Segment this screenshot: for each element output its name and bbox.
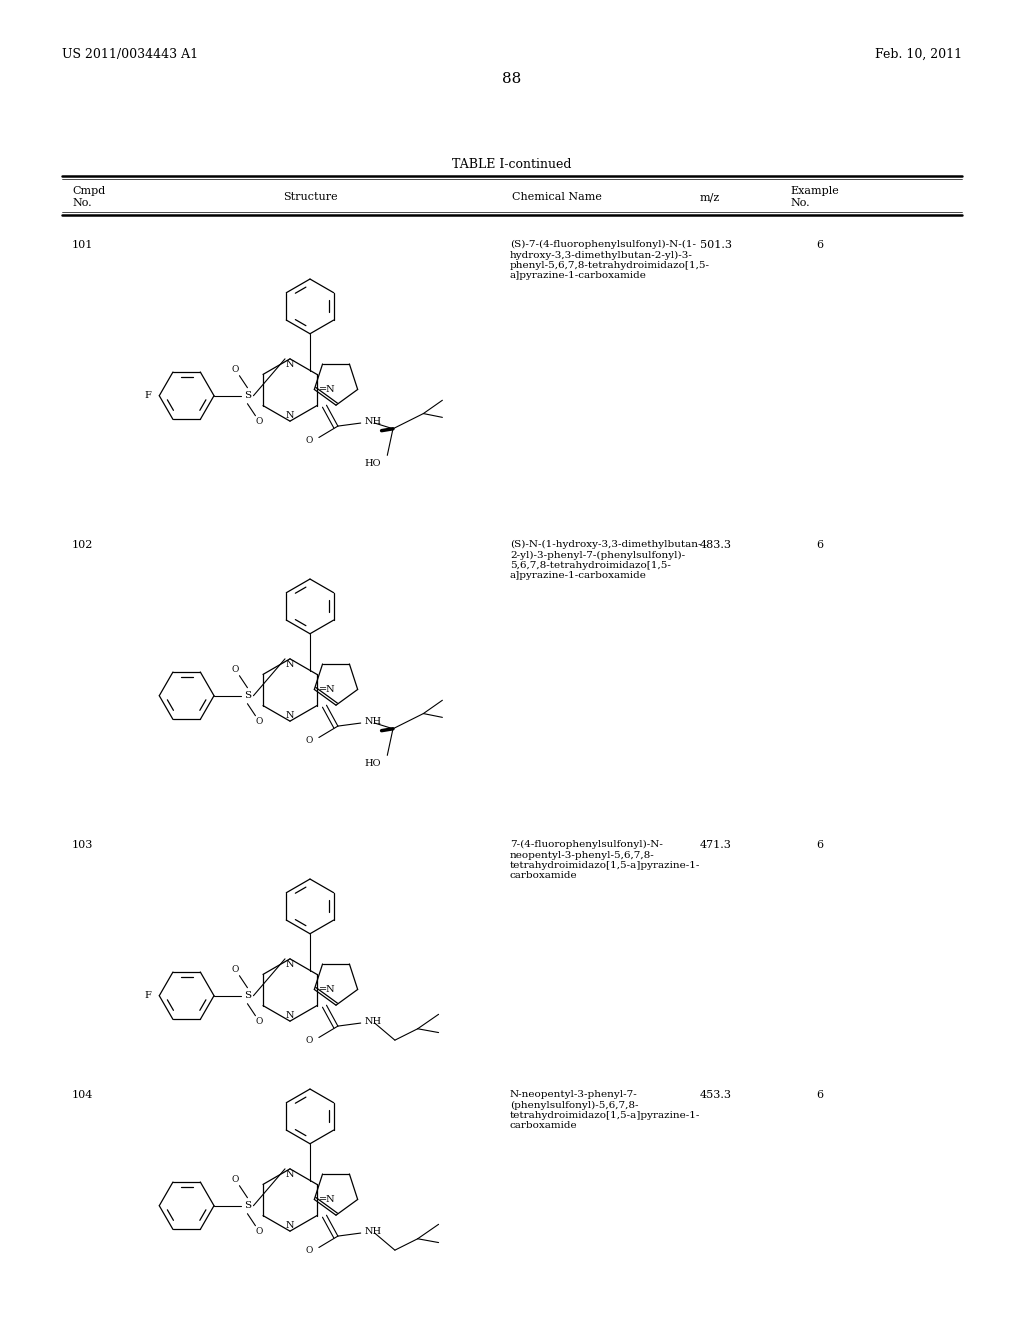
Text: Feb. 10, 2011: Feb. 10, 2011: [874, 48, 962, 61]
Text: O: O: [256, 1228, 263, 1237]
Text: N-neopentyl-3-phenyl-7-
(phenylsulfonyl)-5,6,7,8-
tetrahydroimidazo[1,5-a]pyrazi: N-neopentyl-3-phenyl-7- (phenylsulfonyl)…: [510, 1090, 700, 1130]
Text: 88: 88: [503, 73, 521, 86]
Text: Cmpd: Cmpd: [72, 186, 105, 195]
Text: O: O: [231, 965, 240, 974]
Text: 104: 104: [72, 1090, 93, 1100]
Text: Structure: Structure: [283, 191, 337, 202]
Text: S: S: [244, 692, 251, 700]
Text: 483.3: 483.3: [700, 540, 732, 550]
Text: O: O: [256, 1018, 263, 1026]
Text: =N: =N: [319, 1195, 336, 1204]
Text: 471.3: 471.3: [700, 840, 732, 850]
Text: O: O: [231, 665, 240, 675]
Text: Chemical Name: Chemical Name: [512, 191, 602, 202]
Text: N: N: [286, 1171, 294, 1179]
Text: 501.3: 501.3: [700, 240, 732, 249]
Text: N: N: [286, 961, 294, 969]
Text: 6: 6: [816, 540, 823, 550]
Text: N: N: [286, 660, 294, 669]
Text: O: O: [305, 1246, 313, 1255]
Text: 6: 6: [816, 240, 823, 249]
Text: F: F: [144, 991, 152, 1001]
Text: No.: No.: [72, 198, 91, 209]
Text: O: O: [305, 1036, 313, 1045]
Text: N: N: [286, 360, 294, 370]
Text: NH: NH: [365, 717, 382, 726]
Text: (S)-N-(1-hydroxy-3,3-dimethylbutan-
2-yl)-3-phenyl-7-(phenylsulfonyl)-
5,6,7,8-t: (S)-N-(1-hydroxy-3,3-dimethylbutan- 2-yl…: [510, 540, 701, 581]
Text: 101: 101: [72, 240, 93, 249]
Text: NH: NH: [365, 417, 382, 425]
Text: 6: 6: [816, 1090, 823, 1100]
Text: S: S: [244, 1201, 251, 1210]
Text: 102: 102: [72, 540, 93, 550]
Text: 7-(4-fluorophenylsulfonyl)-N-
neopentyl-3-phenyl-5,6,7,8-
tetrahydroimidazo[1,5-: 7-(4-fluorophenylsulfonyl)-N- neopentyl-…: [510, 840, 700, 880]
Text: O: O: [231, 1175, 240, 1184]
Text: O: O: [256, 417, 263, 426]
Text: O: O: [305, 737, 313, 744]
Text: N: N: [286, 1011, 294, 1019]
Text: =N: =N: [319, 985, 336, 994]
Text: O: O: [231, 366, 240, 374]
Text: Example: Example: [790, 186, 839, 195]
Text: S: S: [244, 391, 251, 400]
Text: 103: 103: [72, 840, 93, 850]
Text: HO: HO: [365, 459, 381, 467]
Text: =N: =N: [319, 385, 336, 393]
Text: N: N: [286, 710, 294, 719]
Text: No.: No.: [790, 198, 810, 209]
Text: m/z: m/z: [700, 191, 720, 202]
Text: NH: NH: [365, 1016, 382, 1026]
Text: HO: HO: [365, 759, 381, 768]
Text: (S)-7-(4-fluorophenylsulfonyl)-N-(1-
hydroxy-3,3-dimethylbutan-2-yl)-3-
phenyl-5: (S)-7-(4-fluorophenylsulfonyl)-N-(1- hyd…: [510, 240, 710, 280]
Text: N: N: [286, 411, 294, 420]
Text: N: N: [286, 1221, 294, 1230]
Text: F: F: [144, 391, 152, 400]
Text: 453.3: 453.3: [700, 1090, 732, 1100]
Text: O: O: [256, 717, 263, 726]
Text: US 2011/0034443 A1: US 2011/0034443 A1: [62, 48, 198, 61]
Text: =N: =N: [319, 685, 336, 694]
Text: TABLE I-continued: TABLE I-continued: [453, 158, 571, 172]
Text: S: S: [244, 991, 251, 1001]
Text: NH: NH: [365, 1226, 382, 1236]
Text: O: O: [305, 436, 313, 445]
Text: 6: 6: [816, 840, 823, 850]
